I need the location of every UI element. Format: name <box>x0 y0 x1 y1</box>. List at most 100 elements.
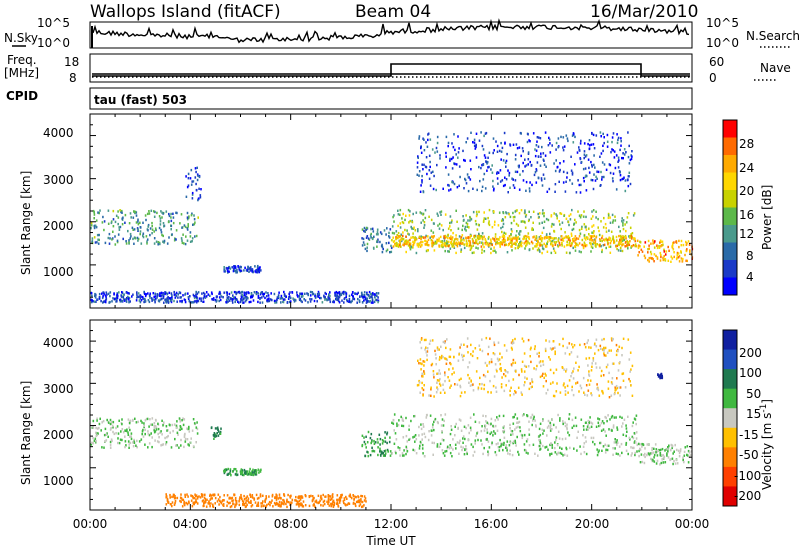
power-cell <box>187 292 189 294</box>
vel-cell <box>108 422 110 424</box>
power-cell <box>421 181 423 183</box>
power-cell <box>607 146 609 148</box>
vel-cell <box>223 499 225 501</box>
station-title: Wallops Island (fitACF) <box>90 2 281 22</box>
power-cell <box>227 270 229 272</box>
vel-cell <box>155 419 157 421</box>
power-cell <box>474 242 476 244</box>
power-cell <box>140 230 142 232</box>
power-cell <box>487 161 489 163</box>
power-cell <box>510 233 512 235</box>
vel-cell <box>458 453 460 455</box>
vel-cell <box>607 364 609 366</box>
vel-cell <box>397 446 399 448</box>
vel-cell <box>567 455 569 457</box>
vel-cell <box>608 380 610 382</box>
power-cell <box>426 243 428 245</box>
power-cell <box>629 235 631 237</box>
vel-cell <box>638 443 640 445</box>
power-cell <box>416 212 418 214</box>
vel-cell <box>603 347 605 349</box>
power-cell <box>361 237 363 239</box>
power-cell <box>602 133 604 135</box>
vel-cell <box>486 428 488 430</box>
power-cell <box>223 292 225 294</box>
power-cell <box>284 293 286 295</box>
power-cell <box>410 246 412 248</box>
power-cell <box>542 232 544 234</box>
power-cell <box>394 232 396 234</box>
power-cell <box>521 220 523 222</box>
vel-cell <box>585 346 587 348</box>
power-cell <box>369 291 371 293</box>
power-cell <box>440 236 442 238</box>
vel-cell <box>504 390 506 392</box>
power-cell <box>429 169 431 171</box>
power-cell <box>494 224 496 226</box>
vel-cell <box>117 442 119 444</box>
vel-cell <box>422 444 424 446</box>
vel-cell <box>525 450 527 452</box>
power-cell <box>454 149 456 151</box>
vel-cell <box>260 493 262 495</box>
vel-cell <box>464 453 466 455</box>
vel-cell <box>197 496 199 498</box>
power-cell <box>457 157 459 159</box>
vel-cell <box>643 444 645 446</box>
power-cell <box>192 192 194 194</box>
vel-cell <box>666 448 668 450</box>
power-cell <box>600 135 602 137</box>
power-cell <box>132 227 134 229</box>
vel-cell <box>514 338 516 340</box>
vel-cell <box>250 472 252 474</box>
power-cell <box>370 300 372 302</box>
velocity-axis-ticks <box>90 320 692 510</box>
vel-cell <box>310 495 312 497</box>
power-cell <box>528 232 530 234</box>
power-cell <box>465 214 467 216</box>
power-cell <box>411 227 413 229</box>
power-cell <box>151 232 153 234</box>
power-cell <box>506 178 508 180</box>
power-cell <box>417 228 419 230</box>
vel-cell <box>433 376 435 378</box>
vel-cell <box>556 436 558 438</box>
power-cell <box>422 168 424 170</box>
power-cell <box>137 237 139 239</box>
vel-cell <box>513 359 515 361</box>
vel-cell <box>605 451 607 453</box>
vel-cell <box>583 377 585 379</box>
power-cell <box>628 185 630 187</box>
vel-cell <box>522 414 524 416</box>
vel-cell <box>209 495 211 497</box>
vel-cell <box>252 494 254 496</box>
power-cell <box>647 251 649 253</box>
vel-cell <box>268 495 270 497</box>
vel-cell <box>499 353 501 355</box>
power-cell <box>299 297 301 299</box>
vel-cell <box>187 438 189 440</box>
power-cell <box>603 176 605 178</box>
power-cell <box>490 252 492 254</box>
power-cell <box>661 244 663 246</box>
power-cell <box>511 222 513 224</box>
power-cell <box>295 299 297 301</box>
power-cell <box>453 133 455 135</box>
power-cell <box>466 242 468 244</box>
power-cell <box>98 234 100 236</box>
power-cell <box>113 218 115 220</box>
vel-cell <box>211 497 213 499</box>
vel-cell <box>457 428 459 430</box>
vel-cell <box>597 454 599 456</box>
vel-cell <box>521 394 523 396</box>
vel-cell <box>464 391 466 393</box>
vel-cell <box>569 434 571 436</box>
vel-cell <box>479 345 481 347</box>
power-cell <box>402 221 404 223</box>
power-cell <box>629 172 631 174</box>
vel-cell <box>169 432 171 434</box>
power-cell <box>576 191 578 193</box>
vel-cell <box>459 346 461 348</box>
power-cell <box>163 302 165 304</box>
vel-cell <box>601 390 603 392</box>
